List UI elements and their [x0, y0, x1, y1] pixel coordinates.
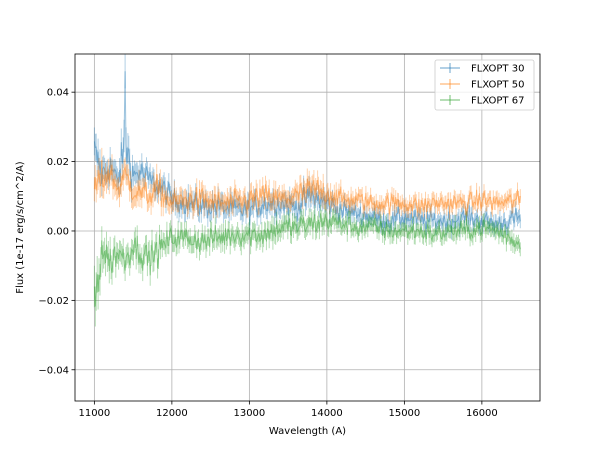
series-flxopt-30 [93, 54, 521, 240]
series-line [93, 213, 521, 307]
error-bars [93, 147, 521, 222]
x-tick-label: 13000 [233, 408, 265, 419]
series-layer [93, 54, 521, 327]
y-tick-label: 0.02 [47, 157, 69, 168]
legend: FLXOPT 30 FLXOPT 50 FLXOPT 67 [434, 59, 535, 111]
x-tick-label: 11000 [78, 408, 110, 419]
plot-frame [74, 53, 541, 402]
legend-label: FLXOPT 30 [471, 64, 524, 75]
series-line [93, 159, 521, 215]
y-tick-label: 0.00 [47, 226, 69, 237]
y-tick-label: 0.04 [47, 88, 69, 99]
x-tick-label: 14000 [311, 408, 343, 419]
series-line [93, 71, 521, 233]
series-flxopt-67 [93, 204, 521, 327]
legend-entry: FLXOPT 30 [440, 63, 524, 75]
x-tick-label: 15000 [388, 408, 420, 419]
y-axis-label: Flux (1e-17 erg/s/cm^2/A) [15, 161, 26, 293]
x-tick-label: 16000 [466, 408, 498, 419]
y-tick-label: −0.04 [38, 365, 69, 376]
legend-entry: FLXOPT 67 [440, 95, 524, 107]
x-tick-label: 12000 [156, 408, 188, 419]
ticks: 11000 12000 13000 14000 15000 16000 −0.04 −0.02… [38, 88, 497, 419]
y-tick-label: −0.02 [38, 296, 69, 307]
legend-label: FLXOPT 50 [471, 80, 524, 91]
legend-box [434, 59, 535, 111]
x-axis-label: Wavelength (A) [269, 426, 346, 437]
legend-entry: FLXOPT 50 [440, 79, 524, 91]
legend-label: FLXOPT 67 [471, 96, 524, 107]
error-bars [93, 204, 521, 327]
error-bars [93, 54, 521, 240]
series-flxopt-50 [93, 147, 521, 222]
